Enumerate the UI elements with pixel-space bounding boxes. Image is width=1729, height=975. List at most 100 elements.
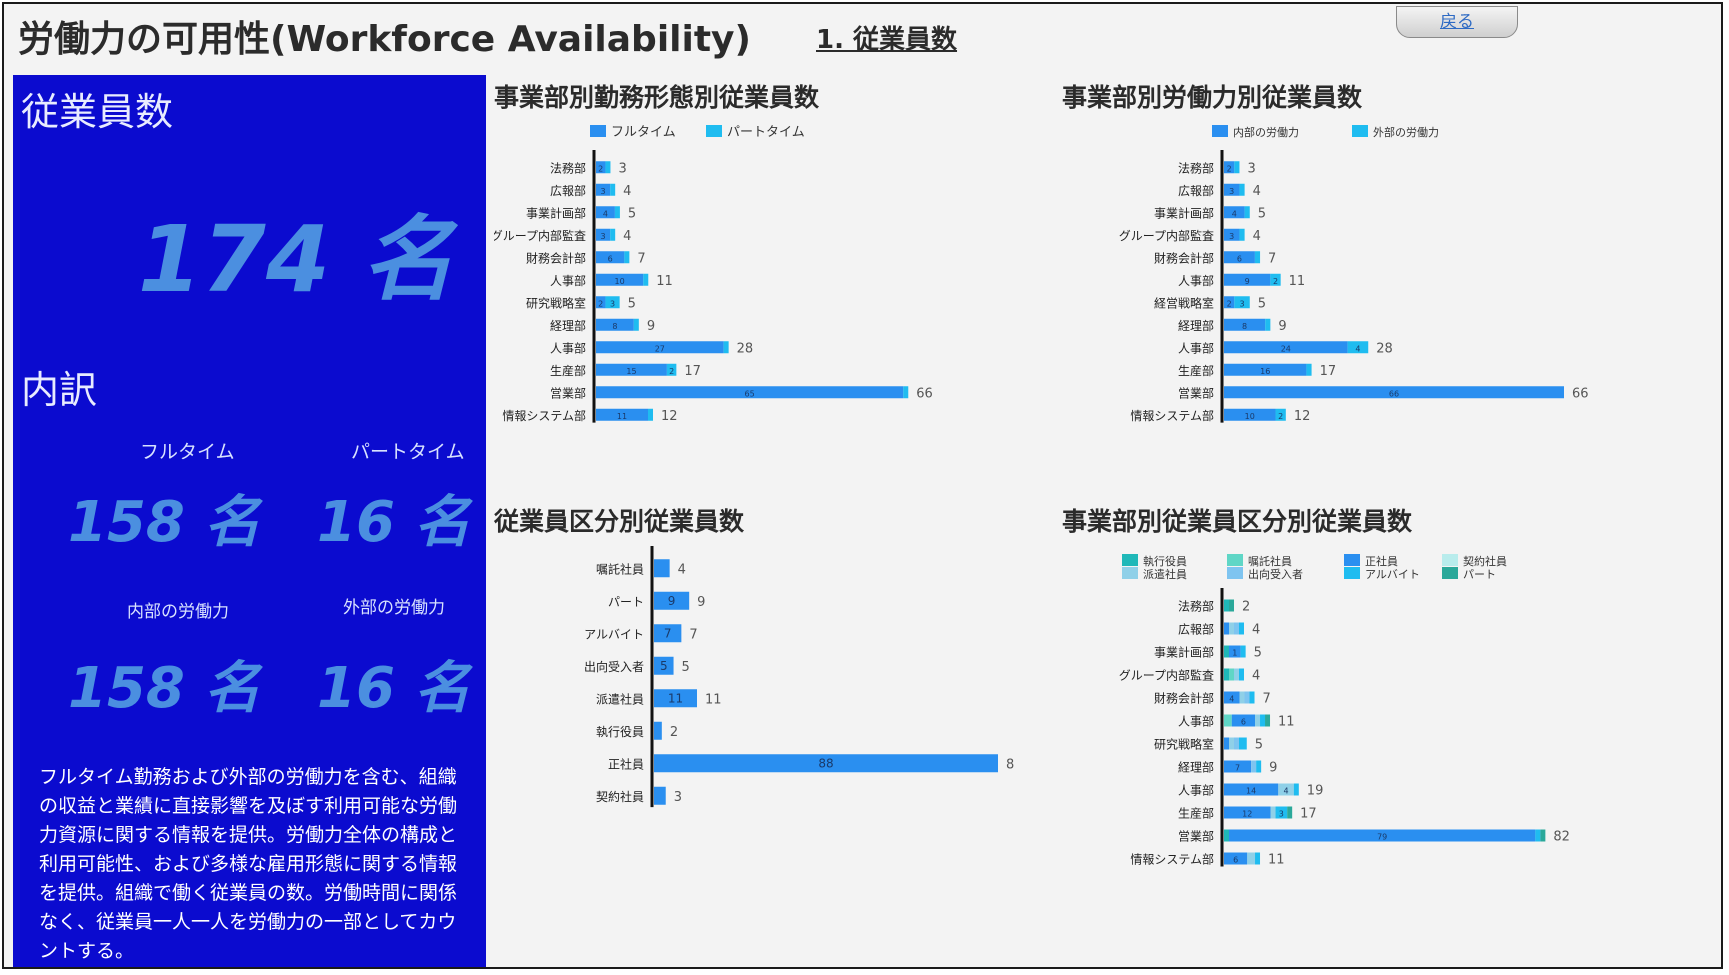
bar-segment [1224, 829, 1229, 842]
total-label: 11 [1268, 853, 1285, 868]
total-label: 28 [737, 341, 754, 356]
total-label: 17 [1320, 364, 1337, 379]
legend-label: 外部の労働力 [1373, 125, 1439, 139]
bar-segment [1270, 273, 1281, 286]
total-label: 5 [1255, 738, 1263, 753]
bar-segment [633, 318, 639, 331]
breakdown-heading: 内訳 [21, 368, 98, 412]
bar-segment [605, 161, 611, 174]
bar-segment [1249, 691, 1255, 704]
total-label: 7 [1268, 251, 1276, 266]
segment-label: 79 [1377, 833, 1387, 842]
bar-segment [1234, 296, 1250, 309]
bar-segment [1234, 161, 1240, 174]
segment-label: 1 [1232, 649, 1237, 658]
bar-segment [1224, 183, 1240, 196]
bar-segment [1239, 668, 1244, 681]
legend-label: 派遣社員 [1143, 567, 1187, 581]
bar-segment [1224, 622, 1229, 635]
segment-label: 4 [1232, 209, 1237, 218]
bar-segment [1224, 228, 1240, 241]
segment-label: 3 [601, 187, 606, 196]
bar-segment [1224, 408, 1276, 421]
total-label: 19 [1307, 784, 1324, 799]
category-label: 生産部 [1178, 806, 1214, 821]
chart-title: 従業員区分別従業員数 [494, 507, 745, 536]
page-title: 労働力の可用性(Workforce Availability) [18, 19, 751, 60]
category-label: 営業部 [550, 385, 586, 400]
legend-label: 執行役員 [1143, 554, 1187, 568]
bar-segment [596, 228, 611, 241]
total-label: 9 [1269, 761, 1277, 776]
category-label: 営業部 [1178, 385, 1214, 400]
bar-segment [1229, 622, 1234, 635]
category-label: 正社員 [608, 756, 644, 771]
category-label: 出向受入者 [584, 659, 644, 674]
segment-label: 2 [1273, 277, 1278, 286]
segment-label: 10 [1245, 412, 1255, 421]
bar-segment [1265, 714, 1271, 727]
bar-segment [1270, 806, 1276, 819]
bar-segment [1224, 206, 1245, 219]
category-label: 生産部 [550, 363, 586, 378]
bar-segment [1275, 806, 1288, 819]
total-label: 11 [1289, 274, 1306, 289]
total-label: 7 [637, 251, 645, 266]
segment-label: 66 [1389, 389, 1399, 398]
bar-segment [596, 386, 904, 399]
bar-segment [1255, 714, 1261, 727]
bar-segment [1224, 691, 1240, 704]
total-label: 66 [916, 386, 933, 401]
bar-segment [666, 363, 677, 376]
fulltime-value: 158 名 [68, 490, 261, 555]
bar-segment [1224, 714, 1232, 727]
total-label: 9 [647, 319, 655, 334]
chart-workforce-by-division: 事業部別労働力別従業員数 内部の労働力 外部の労働力 法務部 2 3 広報部 3 4 事業計画部… [1062, 78, 1622, 468]
legend-swatch [1212, 125, 1228, 137]
category-label: 嘱託社員 [596, 561, 644, 576]
back-button[interactable]: 戻る [1396, 6, 1518, 38]
bar-segment [1224, 852, 1248, 865]
category-label: 経営戦略室 [1154, 295, 1214, 310]
bar-segment [1229, 829, 1536, 842]
segment-label: 2 [1227, 164, 1232, 173]
total-label: 3 [618, 161, 626, 176]
segment-label: 2 [1278, 412, 1283, 421]
category-label: 法務部 [1178, 160, 1214, 175]
category-label: 情報システム部 [502, 408, 586, 423]
parttime-label: パートタイム [351, 441, 465, 463]
segment-label: 2 [669, 367, 674, 376]
segment-label: 4 [1355, 344, 1360, 353]
category-label: パート [608, 595, 644, 609]
bar-segment [610, 183, 616, 196]
category-label: 法務部 [550, 160, 586, 175]
bar-segment [1255, 852, 1261, 865]
bar-segment [1260, 714, 1266, 727]
category-label: 生産部 [1178, 363, 1214, 378]
category-label: 事業計画部 [1154, 645, 1214, 660]
bar-segment [1239, 183, 1245, 196]
total-label: 5 [1258, 206, 1266, 221]
total-label: 11 [656, 274, 673, 289]
chart-title: 事業部別勤務形態別従業員数 [494, 83, 820, 112]
segment-label: 15 [626, 367, 636, 376]
bar-segment [1231, 714, 1256, 727]
category-label: 契約社員 [596, 789, 644, 804]
segment-label: 88 [818, 756, 833, 770]
legend-swatch [1352, 125, 1368, 137]
bar-segment [1265, 318, 1271, 331]
legend-label: パート [1463, 568, 1496, 581]
segment-label: 14 [1246, 787, 1256, 796]
total-label: 17 [684, 364, 701, 379]
segment-label: 16 [1260, 367, 1270, 376]
bar-segment [1234, 668, 1239, 681]
total-label: 4 [623, 229, 631, 244]
bar-segment [1229, 599, 1234, 612]
section-link[interactable]: 1. 従業員数 [816, 25, 958, 55]
category-label: 経理部 [1178, 318, 1214, 333]
bar-segment [1224, 341, 1348, 354]
bar-segment [643, 273, 649, 286]
segment-label: 3 [601, 232, 606, 241]
